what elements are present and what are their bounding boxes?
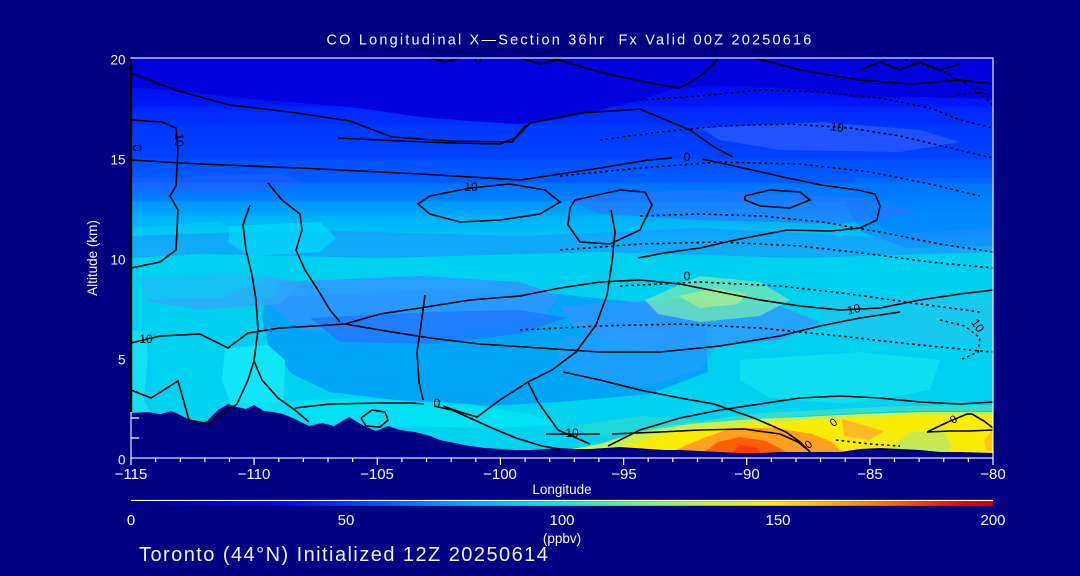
svg-text:0: 0 <box>127 512 135 529</box>
svg-text:50: 50 <box>338 512 355 529</box>
svg-text:−90: −90 <box>734 466 759 483</box>
svg-text:Altitude (km): Altitude (km) <box>85 220 100 296</box>
svg-text:15: 15 <box>110 153 125 168</box>
svg-text:0: 0 <box>130 145 144 152</box>
svg-text:−85: −85 <box>857 466 882 483</box>
svg-text:0: 0 <box>434 396 441 410</box>
svg-text:−100: −100 <box>483 466 517 483</box>
svg-text:0: 0 <box>684 269 691 283</box>
svg-text:Longitude: Longitude <box>532 482 591 497</box>
svg-text:200: 200 <box>980 512 1005 529</box>
svg-text:(ppbv): (ppbv) <box>543 531 581 546</box>
svg-text:−110: −110 <box>238 466 271 483</box>
svg-text:CO Longitudinal X—Section 36hr: CO Longitudinal X—Section 36hr Fx Valid … <box>326 33 813 49</box>
svg-text:−105: −105 <box>360 466 394 483</box>
svg-text:10: 10 <box>829 119 845 135</box>
svg-text:0: 0 <box>948 413 960 426</box>
svg-text:10: 10 <box>172 133 186 147</box>
svg-text:10: 10 <box>565 426 579 440</box>
svg-text:−115: −115 <box>115 466 148 483</box>
svg-text:0: 0 <box>475 55 481 67</box>
svg-text:10: 10 <box>139 332 153 346</box>
svg-text:10: 10 <box>464 180 478 194</box>
svg-text:−95: −95 <box>611 466 636 483</box>
svg-text:Toronto (44°N) Initialized 12Z: Toronto (44°N) Initialized 12Z 20250614 <box>139 544 549 566</box>
svg-text:20: 20 <box>110 53 125 68</box>
svg-text:100: 100 <box>549 512 574 529</box>
svg-text:150: 150 <box>765 512 790 529</box>
svg-text:10: 10 <box>846 301 863 318</box>
svg-text:5: 5 <box>118 353 126 368</box>
svg-text:−80: −80 <box>980 466 1005 483</box>
svg-text:0: 0 <box>118 453 126 468</box>
svg-text:10: 10 <box>110 253 125 268</box>
svg-text:0: 0 <box>684 150 691 164</box>
